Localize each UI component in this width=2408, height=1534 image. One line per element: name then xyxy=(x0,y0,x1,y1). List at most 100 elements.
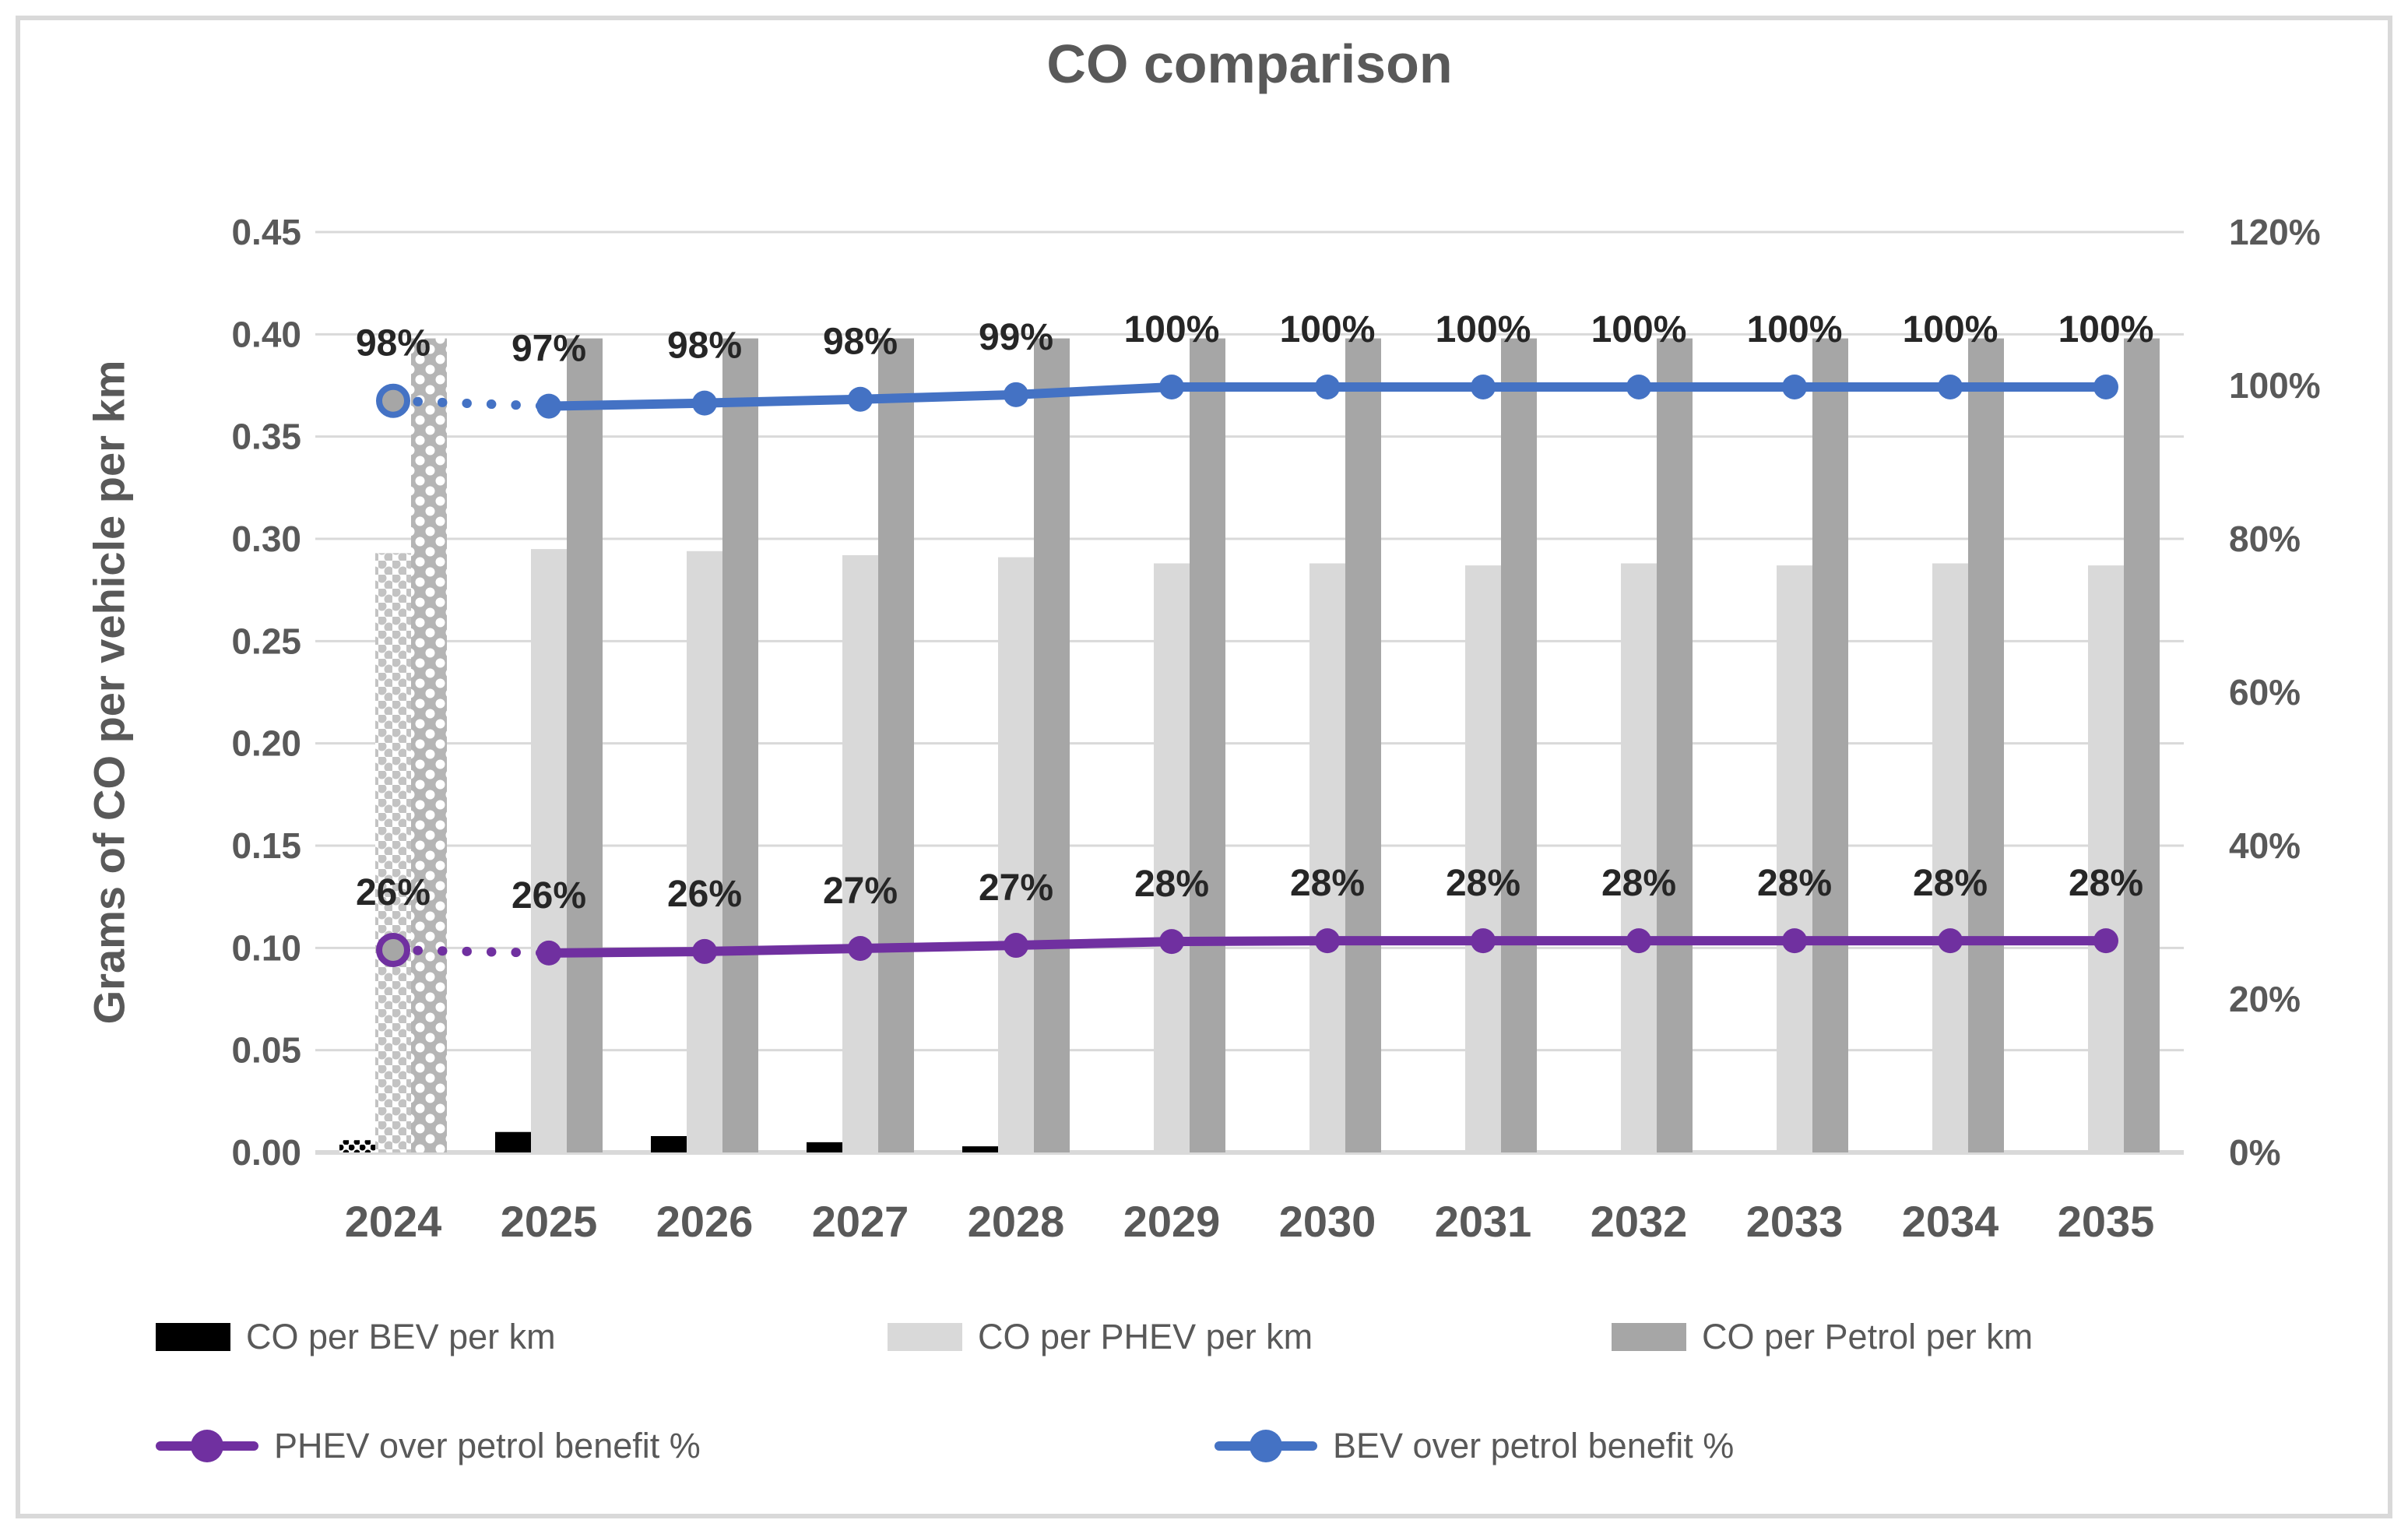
data-label-bev-benefit-2033: 100% xyxy=(1747,309,1843,350)
x-axis-label-2034: 2034 xyxy=(1902,1197,1999,1246)
data-label-phev-benefit-2034: 28% xyxy=(1913,863,1988,904)
data-label-phev-benefit-2025: 26% xyxy=(511,875,586,917)
right-axis-tick-120%: 120% xyxy=(2229,212,2321,252)
data-label-bev-benefit-2024: 98% xyxy=(356,323,431,364)
legend-label-bev-bar: CO per BEV per km xyxy=(246,1317,556,1356)
bar-petrol-2031 xyxy=(1501,338,1537,1152)
marker-bev-benefit-2029 xyxy=(1159,374,1184,399)
legend-swatch-petrol-bar xyxy=(1612,1323,1686,1351)
left-axis-tick-0.40: 0.40 xyxy=(231,314,301,354)
x-axis-label-2026: 2026 xyxy=(656,1197,754,1246)
line-bev-benefit-estimated-segment xyxy=(388,396,554,411)
legend-item-phev-line: PHEV over petrol benefit % xyxy=(156,1411,701,1481)
marker-bev-benefit-2028 xyxy=(1004,382,1028,407)
bar-petrol-2035 xyxy=(2124,338,2160,1152)
right-axis-tick-20%: 20% xyxy=(2229,979,2301,1019)
data-label-phev-benefit-2032: 28% xyxy=(1601,863,1676,904)
left-axis-tick-0.00: 0.00 xyxy=(231,1132,301,1173)
legend-label-phev-line: PHEV over petrol benefit % xyxy=(274,1426,701,1465)
data-label-bev-benefit-2025: 97% xyxy=(511,329,586,370)
data-label-phev-benefit-2035: 28% xyxy=(2069,863,2143,904)
data-label-bev-benefit-2031: 100% xyxy=(1436,309,1531,350)
marker-phev-benefit-2033 xyxy=(1782,928,1807,954)
left-axis-tick-0.30: 0.30 xyxy=(231,519,301,559)
legend-marker-bev-line xyxy=(1215,1441,1317,1451)
data-label-bev-benefit-2030: 100% xyxy=(1280,309,1376,350)
bar-phev-2034 xyxy=(1932,563,1968,1152)
bar-petrol-2030 xyxy=(1345,338,1381,1152)
legend-row-bars: CO per BEV per km CO per PHEV per km CO … xyxy=(0,1302,2408,1372)
x-axis-label-2029: 2029 xyxy=(1123,1197,1221,1246)
bar-phev-2033 xyxy=(1777,565,1812,1152)
bar-phev-2031 xyxy=(1465,565,1501,1152)
left-axis-tick-0.05: 0.05 xyxy=(231,1030,301,1071)
data-label-bev-benefit-2032: 100% xyxy=(1591,309,1687,350)
marker-phev-benefit-2035 xyxy=(2093,928,2118,954)
marker-bev-benefit-2033 xyxy=(1782,374,1807,399)
marker-bev-benefit-2026 xyxy=(692,390,717,416)
bar-phev-2028 xyxy=(998,557,1034,1152)
left-axis-tick-0.20: 0.20 xyxy=(231,723,301,764)
data-label-phev-benefit-2033: 28% xyxy=(1757,863,1832,904)
legend-item-bev-bar: CO per BEV per km xyxy=(156,1302,556,1372)
data-label-phev-benefit-2030: 28% xyxy=(1290,863,1365,904)
marker-bev-benefit-2024 xyxy=(376,383,410,418)
left-axis-tick-0.45: 0.45 xyxy=(231,212,301,252)
x-axis-label-2024: 2024 xyxy=(345,1197,442,1246)
x-axis-label-2030: 2030 xyxy=(1279,1197,1376,1246)
marker-phev-benefit-2027 xyxy=(848,935,873,961)
bar-phev-2027 xyxy=(842,555,878,1152)
marker-bev-benefit-2025 xyxy=(536,393,561,419)
marker-phev-benefit-2025 xyxy=(536,940,561,966)
data-label-bev-benefit-2034: 100% xyxy=(1903,309,1998,350)
bar-petrol-2033 xyxy=(1812,338,1848,1152)
marker-phev-benefit-2031 xyxy=(1471,928,1496,954)
legend-swatch-phev-bar xyxy=(888,1323,962,1351)
bar-phev-2029 xyxy=(1154,563,1190,1152)
bar-phev-2032 xyxy=(1621,563,1657,1152)
marker-phev-benefit-2030 xyxy=(1315,928,1340,954)
marker-phev-benefit-2029 xyxy=(1159,929,1184,955)
left-axis-tick-0.15: 0.15 xyxy=(231,825,301,866)
legend-marker-phev-line xyxy=(156,1441,258,1451)
legend-label-phev-bar: CO per PHEV per km xyxy=(978,1317,1313,1356)
bar-bev-2025 xyxy=(495,1131,531,1152)
legend-label-bev-line: BEV over petrol benefit % xyxy=(1333,1426,1735,1465)
right-axis-tick-100%: 100% xyxy=(2229,365,2321,406)
x-axis-label-2035: 2035 xyxy=(2058,1197,2155,1246)
bar-petrol-2027 xyxy=(878,338,914,1152)
marker-bev-benefit-2032 xyxy=(1626,374,1651,399)
marker-phev-benefit-2032 xyxy=(1626,928,1651,954)
bar-petrol-2026 xyxy=(722,338,758,1152)
data-label-bev-benefit-2027: 98% xyxy=(823,322,898,363)
right-axis-tick-0%: 0% xyxy=(2229,1132,2280,1173)
marker-phev-benefit-2028 xyxy=(1004,933,1028,959)
data-label-bev-benefit-2029: 100% xyxy=(1124,309,1220,350)
left-axis-tick-0.10: 0.10 xyxy=(231,927,301,968)
marker-phev-benefit-2024 xyxy=(376,932,410,967)
data-label-bev-benefit-2028: 99% xyxy=(979,317,1053,358)
x-axis-label-2025: 2025 xyxy=(501,1197,598,1246)
x-axis-label-2033: 2033 xyxy=(1746,1197,1844,1246)
bar-phev-2024 xyxy=(375,553,411,1152)
marker-bev-benefit-2035 xyxy=(2093,374,2118,399)
left-axis-tick-0.35: 0.35 xyxy=(231,417,301,457)
right-axis-tick-40%: 40% xyxy=(2229,825,2301,866)
legend-item-phev-bar: CO per PHEV per km xyxy=(888,1302,1313,1372)
bar-petrol-2032 xyxy=(1657,338,1693,1152)
bar-petrol-2034 xyxy=(1968,338,2004,1152)
x-axis-label-2028: 2028 xyxy=(968,1197,1065,1246)
data-label-phev-benefit-2029: 28% xyxy=(1134,864,1209,905)
bar-phev-2030 xyxy=(1309,563,1345,1152)
data-label-phev-benefit-2026: 26% xyxy=(667,874,742,915)
right-axis-tick-60%: 60% xyxy=(2229,672,2301,712)
legend-label-petrol-bar: CO per Petrol per km xyxy=(1702,1317,2034,1356)
data-label-phev-benefit-2028: 27% xyxy=(979,867,1053,909)
bar-phev-2026 xyxy=(687,551,722,1152)
data-label-bev-benefit-2026: 98% xyxy=(667,325,742,367)
bar-bev-2024 xyxy=(339,1140,375,1152)
chart-title: CO comparison xyxy=(1046,33,1453,94)
data-label-phev-benefit-2031: 28% xyxy=(1446,863,1520,904)
